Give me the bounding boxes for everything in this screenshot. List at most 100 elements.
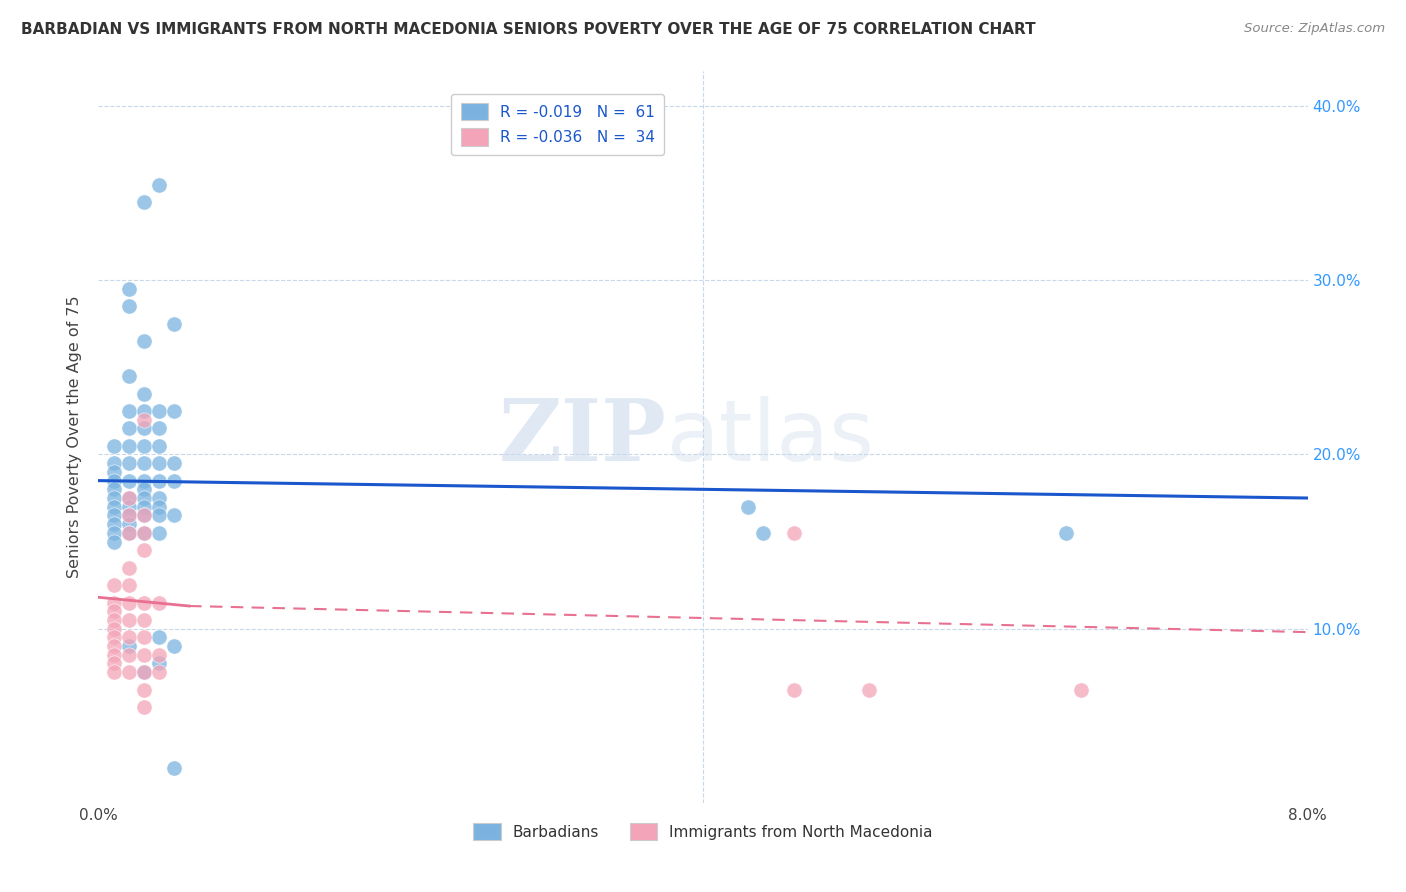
Y-axis label: Seniors Poverty Over the Age of 75: Seniors Poverty Over the Age of 75 [67,296,83,578]
Point [132,700,155,714]
Point [103,474,125,488]
Point [132,665,155,680]
Point [118,456,141,470]
Point [132,665,155,680]
Point [118,517,141,532]
Point [132,334,155,349]
Point [103,508,125,523]
Point [148,404,170,418]
Point [103,578,125,592]
Point [163,639,186,653]
Point [1054,525,1077,540]
Point [148,474,170,488]
Point [103,465,125,479]
Point [132,508,155,523]
Point [148,421,170,435]
Point [103,657,125,671]
Point [132,500,155,514]
Point [103,483,125,497]
Point [132,525,155,540]
Point [118,474,141,488]
Point [148,657,170,671]
Point [118,578,141,592]
Point [783,525,806,540]
Point [103,491,125,505]
Point [132,439,155,453]
Point [118,491,141,505]
Point [118,648,141,662]
Point [148,508,170,523]
Point [103,517,125,532]
Point [118,595,141,609]
Legend: Barbadians, Immigrants from North Macedonia: Barbadians, Immigrants from North Macedo… [467,816,939,847]
Point [163,474,186,488]
Point [148,595,170,609]
Point [118,491,141,505]
Point [163,317,186,331]
Point [163,456,186,470]
Point [148,439,170,453]
Point [118,525,141,540]
Point [132,682,155,697]
Point [103,631,125,645]
Point [132,421,155,435]
Point [103,665,125,680]
Point [858,682,880,697]
Point [163,761,186,775]
Point [148,178,170,192]
Point [132,631,155,645]
Point [103,604,125,618]
Text: atlas: atlas [666,395,875,479]
Point [132,386,155,401]
Point [118,525,141,540]
Point [737,500,759,514]
Point [118,282,141,296]
Point [132,456,155,470]
Point [118,439,141,453]
Point [118,500,141,514]
Point [132,543,155,558]
Point [163,508,186,523]
Point [132,648,155,662]
Point [103,439,125,453]
Point [103,639,125,653]
Point [103,456,125,470]
Point [783,682,806,697]
Point [752,525,775,540]
Point [148,500,170,514]
Text: ZIP: ZIP [499,395,666,479]
Point [103,500,125,514]
Point [132,474,155,488]
Point [148,525,170,540]
Point [148,491,170,505]
Point [118,300,141,314]
Point [103,595,125,609]
Point [103,648,125,662]
Point [132,483,155,497]
Point [1070,682,1092,697]
Point [132,412,155,426]
Point [118,613,141,627]
Point [118,631,141,645]
Point [148,631,170,645]
Point [118,665,141,680]
Point [118,560,141,574]
Point [163,404,186,418]
Text: Source: ZipAtlas.com: Source: ZipAtlas.com [1244,22,1385,36]
Point [132,595,155,609]
Point [132,613,155,627]
Point [148,456,170,470]
Point [118,404,141,418]
Point [118,421,141,435]
Point [103,613,125,627]
Point [103,525,125,540]
Point [132,525,155,540]
Point [118,639,141,653]
Point [148,665,170,680]
Point [132,194,155,209]
Point [132,508,155,523]
Point [118,508,141,523]
Point [103,622,125,636]
Point [103,534,125,549]
Text: BARBADIAN VS IMMIGRANTS FROM NORTH MACEDONIA SENIORS POVERTY OVER THE AGE OF 75 : BARBADIAN VS IMMIGRANTS FROM NORTH MACED… [21,22,1036,37]
